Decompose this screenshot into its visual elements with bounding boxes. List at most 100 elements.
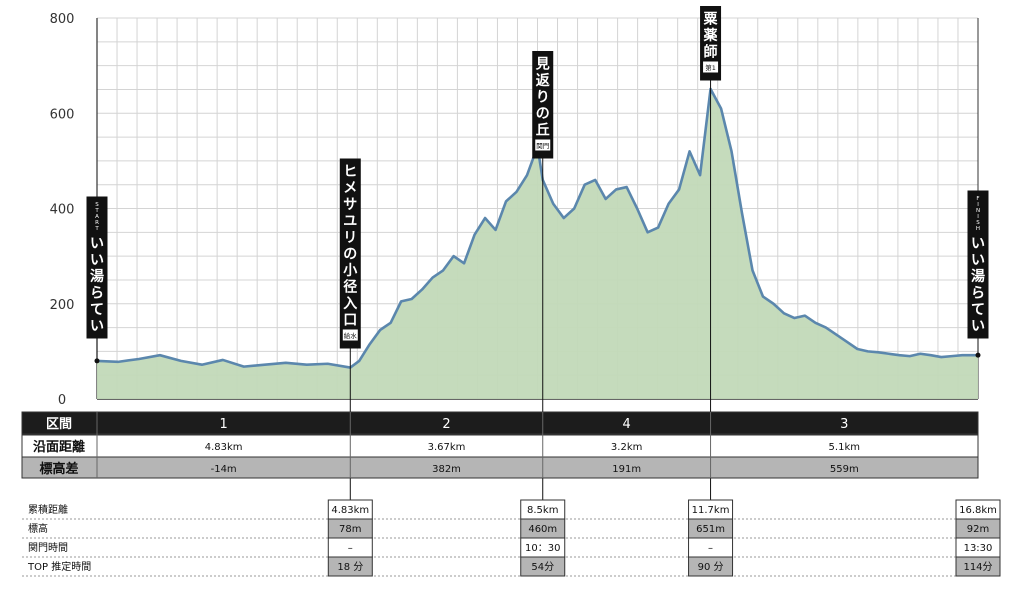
start-label-char: い: [90, 236, 104, 252]
checkpoint-cell-value: –: [708, 543, 713, 554]
finish-label-tag-char: N: [976, 208, 980, 214]
checkpoint-label-sub: 第1: [705, 63, 716, 72]
y-tick-label: 400: [50, 203, 75, 218]
checkpoint-row-label: TOP 推定時間: [27, 560, 91, 573]
start-label-box: [86, 196, 108, 339]
checkpoint-row-label: 累積距離: [28, 503, 68, 516]
start-label-tag-char: A: [95, 214, 99, 220]
y-tick-label: 600: [50, 107, 75, 122]
y-tick-label: 200: [50, 298, 75, 313]
checkpoint-label-char: 見: [535, 57, 550, 73]
checkpoint-cell: [688, 556, 734, 577]
checkpoint-label-char: の: [343, 247, 357, 263]
finish-label-tag-char: H: [976, 226, 980, 232]
checkpoint-cell-value: 16.8km: [959, 505, 997, 516]
checkpoint-cell: [955, 556, 1001, 577]
checkpoint-label-char: 小: [343, 263, 357, 279]
checkpoint-label-sub: 給水: [344, 331, 358, 340]
finish-point: [975, 352, 981, 358]
checkpoint-label-sub-box: [341, 328, 359, 342]
checkpoint-row-label: 標高: [28, 522, 48, 535]
finish-label-tag-char: F: [976, 196, 979, 202]
section-elevation-diff: 191m: [612, 464, 641, 475]
checkpoint-label-char: 薬: [704, 27, 718, 44]
section-row-label: 標高差: [39, 461, 78, 477]
checkpoint-label-sub: 関門: [536, 142, 549, 150]
checkpoint-label-char: 丘: [536, 123, 550, 139]
finish-label-box: [967, 190, 989, 339]
checkpoint-cell-value: 114分: [963, 561, 992, 573]
start-label-tag-char: T: [94, 208, 99, 214]
checkpoint-cell-value: 92m: [967, 524, 989, 535]
section-elevation-diff: 559m: [830, 464, 859, 475]
elevation-area: [97, 88, 978, 400]
checkpoint-cell-value: 78m: [339, 524, 361, 535]
checkpoint-label-char: 師: [704, 44, 718, 61]
start-label-char: 湯: [90, 268, 104, 285]
finish-label-char: い: [971, 319, 985, 335]
section-row-bg: [21, 456, 979, 479]
start-label-char: て: [90, 302, 104, 318]
section-number: 1: [220, 417, 228, 432]
checkpoint-cell-value: 13:30: [964, 543, 993, 554]
checkpoint-label-box: [532, 51, 554, 159]
start-label-char: ら: [90, 286, 104, 302]
finish-label-tag-char: I: [977, 202, 979, 208]
start-label-tag-char: R: [95, 220, 99, 226]
checkpoint-cell: [520, 556, 566, 577]
checkpoint-label-char: 径: [343, 279, 357, 296]
checkpoint-label-char: ヒ: [343, 164, 357, 180]
finish-label-char: 湯: [971, 268, 985, 285]
section-elevation-diff: 382m: [432, 464, 461, 475]
start-point: [94, 358, 100, 364]
section-row-label: 沿面距離: [33, 439, 85, 455]
start-label-char: い: [90, 319, 104, 335]
finish-label-char: い: [971, 236, 985, 252]
checkpoint-cell-value: 10：30: [525, 543, 560, 554]
checkpoint-row-label: 関門時間: [28, 542, 68, 554]
section-distance: 3.2km: [611, 442, 642, 453]
section-row-bg: [21, 411, 979, 435]
checkpoint-cell-value: 90 分: [698, 561, 724, 573]
start-label-char: い: [90, 253, 104, 269]
checkpoint-cell-value: 460m: [528, 524, 557, 535]
finish-label-char: ら: [971, 286, 985, 302]
checkpoint-label-char: り: [536, 90, 550, 106]
finish-label-char: て: [971, 302, 985, 318]
y-tick-label: 800: [50, 12, 75, 27]
checkpoint-cell-value: 54分: [531, 561, 554, 573]
start-label-tag-char: S: [95, 202, 99, 208]
section-elevation-diff: -14m: [211, 464, 237, 475]
checkpoint-cell-value: –: [348, 543, 353, 554]
checkpoint-cell-value: 4.83km: [331, 505, 369, 516]
section-distance: 4.83km: [205, 442, 243, 453]
checkpoint-cell-value: 11.7km: [692, 505, 730, 516]
finish-label-char: い: [971, 253, 985, 269]
checkpoint-cell: [327, 556, 373, 577]
checkpoint-label-sub-box: [534, 138, 552, 152]
checkpoint-label-char: 粟: [703, 12, 719, 28]
checkpoint-label-sub-box: [702, 60, 720, 74]
checkpoint-label-char: メ: [343, 181, 357, 197]
checkpoint-label-char: サ: [343, 197, 357, 213]
section-distance: 3.67km: [428, 442, 466, 453]
section-row-label: 区間: [46, 417, 72, 432]
checkpoint-cell-value: 651m: [696, 524, 725, 535]
checkpoint-cell-value: 8.5km: [527, 505, 558, 516]
finish-label-tag-char: I: [977, 214, 979, 220]
section-distance: 5.1km: [829, 442, 860, 453]
checkpoint-label-char: 入: [343, 296, 357, 312]
checkpoint-cell-value: 18 分: [337, 561, 363, 573]
section-number: 4: [623, 417, 631, 432]
checkpoint-label-char: リ: [343, 230, 357, 246]
section-number: 3: [840, 417, 848, 432]
y-tick-label: 0: [58, 393, 66, 408]
checkpoint-label-char: の: [536, 106, 550, 122]
checkpoint-label-char: 返: [536, 72, 550, 89]
finish-label-tag-char: S: [976, 220, 980, 226]
checkpoint-label-box: [339, 158, 361, 349]
section-number: 2: [442, 417, 450, 432]
checkpoint-label-char: ユ: [343, 214, 357, 230]
